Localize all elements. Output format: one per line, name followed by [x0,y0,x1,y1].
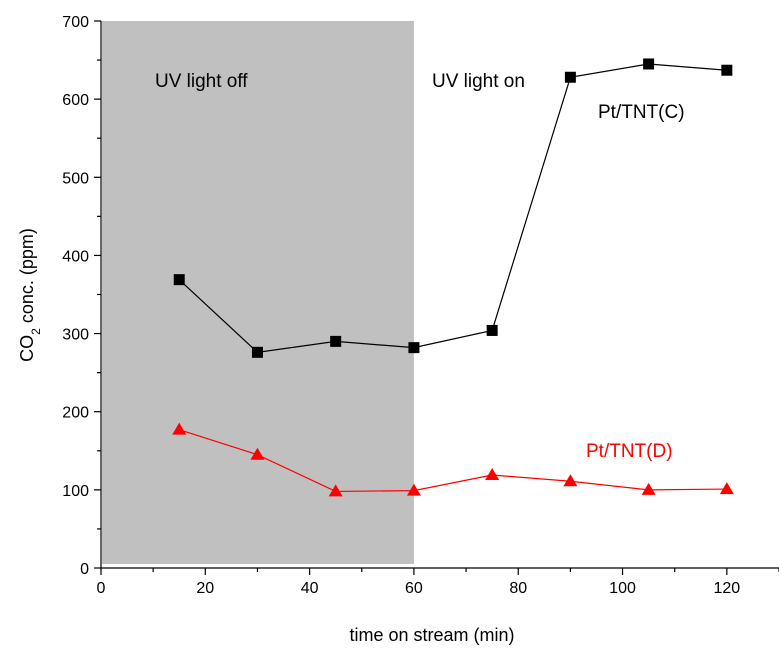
data-point-triangle [250,447,265,460]
data-point-triangle [563,474,578,487]
y-title-part: conc. (ppm) [17,228,37,328]
series-label-pt-tnt-d: Pt/TNT(D) [586,441,673,462]
uv-off-shaded-region [102,21,414,564]
data-point-square [564,71,576,83]
data-point-triangle [172,422,187,435]
data-point-triangle [406,483,421,496]
series-line-0 [178,63,727,353]
data-point-triangle [641,482,656,495]
data-point-square [486,324,498,336]
y-tick-label: 100 [62,483,89,500]
data-point-square [251,346,263,358]
uv-off-label: UV light off [155,71,248,92]
x-tick-label: 20 [196,580,214,597]
data-point-triangle [485,468,500,481]
data-point-square [330,335,342,347]
x-tick-label: 100 [609,580,636,597]
y-tick-label: 200 [62,405,89,422]
y-axis-title: CO2 conc. (ppm) [17,228,43,362]
data-point-square [643,58,655,70]
y-tick-label: 700 [62,14,89,31]
x-tick-label: 40 [301,580,319,597]
y-tick-label: 0 [80,561,89,578]
data-point-triangle [719,482,734,495]
x-tick-label: 80 [509,580,527,597]
data-point-square [721,64,733,76]
y-title-part: CO [17,335,37,362]
data-point-triangle [328,484,343,497]
x-tick-label: 120 [713,580,740,597]
data-point-square [408,342,420,354]
x-tick-label: 60 [405,580,423,597]
y-tick-label: 500 [62,170,89,187]
y-tick-label: 300 [62,327,89,344]
series-line-1 [179,429,727,493]
series-label-pt-tnt-c: Pt/TNT(C) [598,102,685,123]
series-layer [172,58,734,497]
y-tick-label: 600 [62,92,89,109]
x-axis-title: time on stream (min) [349,625,514,645]
axes: 0 20 40 60 80 100 120 0 100 200 300 400 500 600 700 [62,14,779,597]
y-tick-label: 400 [62,248,89,265]
y-title-subscript: 2 [29,328,43,335]
x-tick-label: 0 [97,580,106,597]
uv-on-label: UV light on [432,71,525,92]
data-point-square [173,274,185,286]
